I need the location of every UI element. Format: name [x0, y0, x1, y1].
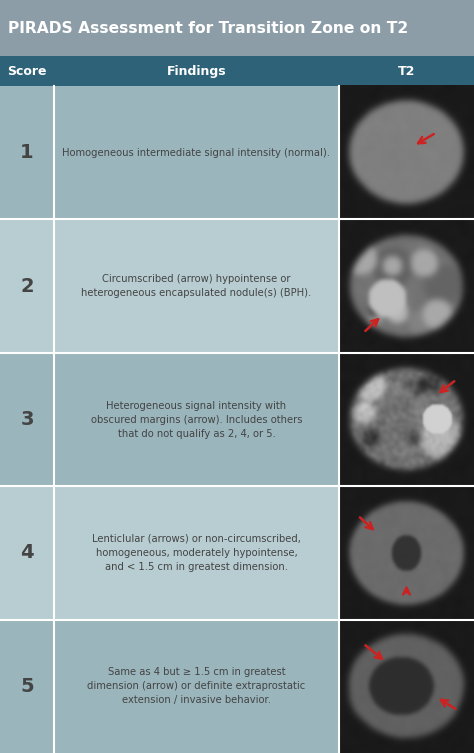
Text: 2: 2	[20, 276, 34, 296]
Text: 3: 3	[20, 410, 34, 429]
Text: 1: 1	[20, 143, 34, 162]
Bar	[0, 620, 54, 753]
Bar	[0, 86, 54, 219]
Bar	[54, 620, 339, 753]
Text: 5: 5	[20, 677, 34, 696]
Text: T2: T2	[398, 65, 415, 78]
Bar	[54, 353, 339, 486]
Bar	[0, 56, 474, 86]
Bar	[54, 86, 339, 219]
Text: Same as 4 but ≥ 1.5 cm in greatest
dimension (arrow) or definite extraprostatic
: Same as 4 but ≥ 1.5 cm in greatest dimen…	[87, 667, 306, 706]
Text: Homogeneous intermediate signal intensity (normal).: Homogeneous intermediate signal intensit…	[63, 148, 330, 157]
Text: Findings: Findings	[167, 65, 226, 78]
Text: Heterogeneous signal intensity with
obscured margins (arrow). Includes others
th: Heterogeneous signal intensity with obsc…	[91, 401, 302, 438]
Bar	[0, 486, 54, 620]
Bar	[0, 219, 54, 353]
Text: PIRADS Assessment for Transition Zone on T2: PIRADS Assessment for Transition Zone on…	[8, 20, 408, 35]
Bar	[0, 0, 474, 56]
Text: Score: Score	[7, 65, 47, 78]
Bar	[54, 219, 339, 353]
Text: Lenticlular (arrows) or non-circumscribed,
homogeneous, moderately hypointense,
: Lenticlular (arrows) or non-circumscribe…	[92, 534, 301, 572]
Text: 4: 4	[20, 544, 34, 562]
Text: Circumscribed (arrow) hypointense or
heterogeneous encapsulated nodule(s) (BPH).: Circumscribed (arrow) hypointense or het…	[82, 274, 311, 298]
Bar	[54, 486, 339, 620]
Bar	[0, 353, 54, 486]
